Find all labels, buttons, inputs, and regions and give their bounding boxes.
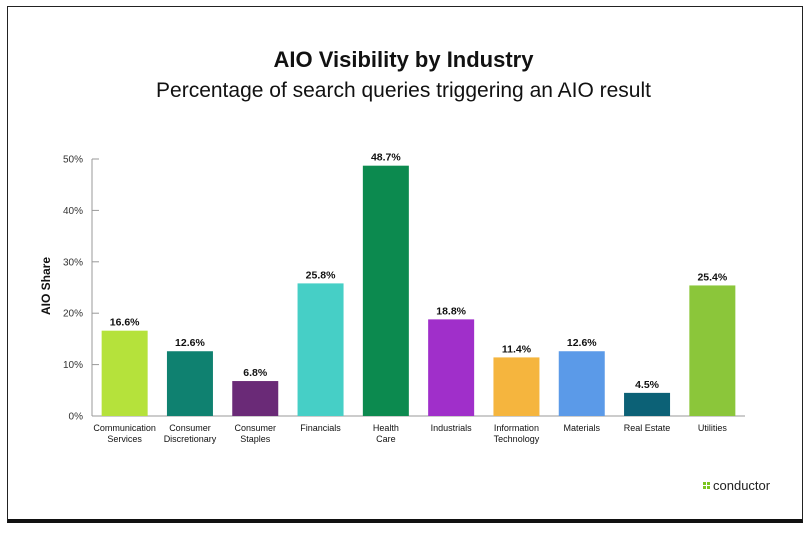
conductor-logo-icon xyxy=(703,482,710,489)
bar xyxy=(232,381,279,416)
x-category-label: Consumer xyxy=(169,423,211,433)
y-tick-label: 0% xyxy=(69,412,84,423)
x-category-label: Health xyxy=(373,423,399,433)
y-tick-label: 50% xyxy=(63,155,83,166)
chart-subtitle: Percentage of search queries triggering … xyxy=(156,79,651,102)
x-category-label: Care xyxy=(376,434,396,444)
chart-title: AIO Visibility by Industry xyxy=(273,47,534,72)
bar-value-label: 18.8% xyxy=(436,305,466,317)
x-category-label: Information xyxy=(494,423,539,433)
y-axis-label: AIO Share xyxy=(39,257,53,315)
x-category-label: Staples xyxy=(240,434,271,444)
bar xyxy=(624,392,671,416)
y-tick-label: 10% xyxy=(63,360,83,371)
bar-value-label: 12.6% xyxy=(175,337,205,349)
bar-value-label: 25.8% xyxy=(306,269,336,281)
x-category-label: Communication xyxy=(93,423,156,433)
bar xyxy=(689,285,736,416)
bar xyxy=(493,357,540,416)
y-tick-label: 30% xyxy=(63,257,83,268)
chart-bars: 16.6%CommunicationServices12.6%ConsumerD… xyxy=(93,152,736,444)
x-category-label: Technology xyxy=(494,434,540,444)
bar xyxy=(428,319,475,416)
bar-value-label: 12.6% xyxy=(567,337,597,349)
x-category-label: Discretionary xyxy=(164,434,217,444)
bar-value-label: 48.7% xyxy=(371,152,401,164)
bar xyxy=(297,283,344,416)
y-tick-label: 20% xyxy=(63,309,83,320)
x-category-label: Materials xyxy=(563,423,600,433)
bar-value-label: 11.4% xyxy=(502,343,532,355)
bar-value-label: 25.4% xyxy=(697,271,727,283)
bar xyxy=(362,165,409,416)
bar xyxy=(166,351,213,416)
brand-logo: conductor xyxy=(703,478,770,493)
x-category-label: Industrials xyxy=(431,423,473,433)
x-category-label: Utilities xyxy=(698,423,728,433)
bar xyxy=(558,351,605,416)
x-category-label: Consumer xyxy=(234,423,276,433)
x-category-label: Financials xyxy=(300,423,341,433)
y-tick-label: 40% xyxy=(63,206,83,217)
x-category-label: Services xyxy=(107,434,142,444)
bar-value-label: 4.5% xyxy=(635,379,660,391)
bar xyxy=(101,330,148,416)
brand-name: conductor xyxy=(713,478,771,493)
bar-value-label: 6.8% xyxy=(243,367,268,379)
bar-value-label: 16.6% xyxy=(110,317,140,329)
x-category-label: Real Estate xyxy=(624,423,671,433)
